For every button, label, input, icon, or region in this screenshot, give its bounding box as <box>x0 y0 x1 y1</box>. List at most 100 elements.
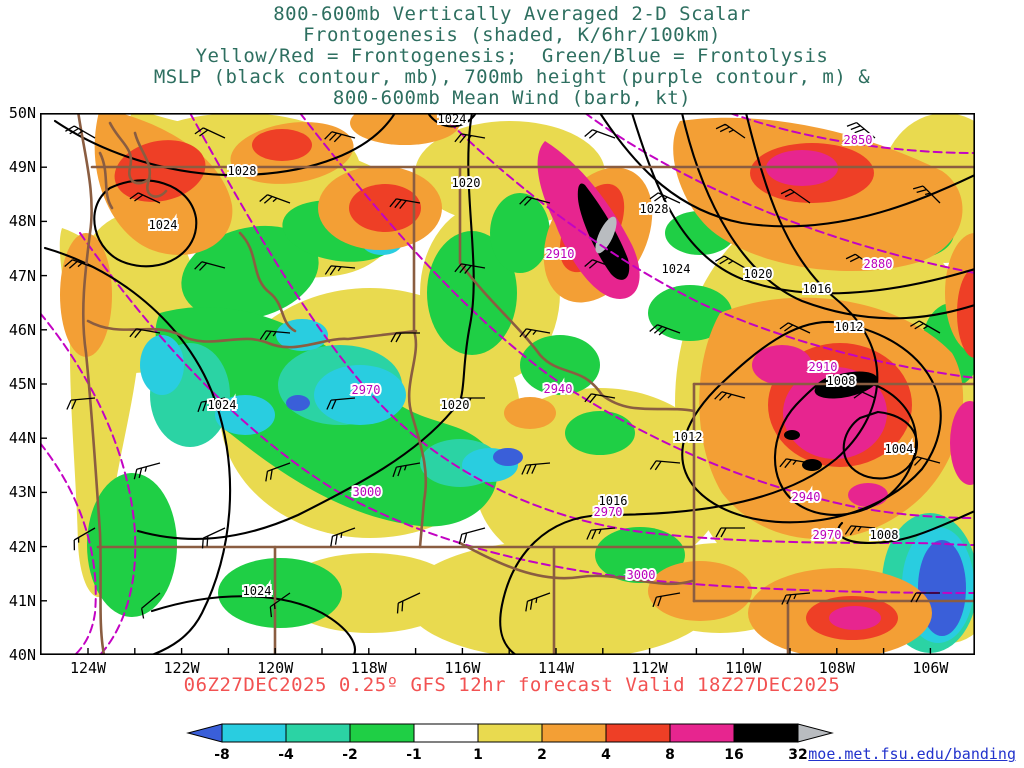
wind-barb <box>133 462 161 480</box>
mslp-contour-label: 1024 <box>438 113 467 126</box>
height-contours-shape <box>729 112 976 154</box>
forecast-valid-text: 06Z27DEC2025 0.25º GFS 12hr forecast Val… <box>183 674 841 696</box>
wind-barb <box>715 255 746 269</box>
mslp-contour-label: 1020 <box>744 267 773 281</box>
height-contour-label: 2970 <box>352 383 381 397</box>
frontogenesis-shading-shape <box>829 606 881 630</box>
lat-axis-label: 43N <box>8 483 36 502</box>
lon-axis-label: 106W <box>912 659 949 677</box>
frontogenesis-shading-shape <box>504 397 556 429</box>
wind-barb <box>197 397 226 413</box>
wind-barb <box>454 133 486 144</box>
source-link[interactable]: moe.met.fsu.edu/banding <box>808 745 1016 763</box>
state-borders-shape <box>407 329 428 549</box>
colorbar-tick-label: -8 <box>214 747 230 763</box>
height-contours-shape <box>39 442 97 656</box>
frontogenesis-shading-shape <box>87 473 177 617</box>
wind-barb <box>910 320 941 334</box>
wind-barb <box>66 397 96 410</box>
wind-barb <box>458 527 486 545</box>
mslp-contours-shape <box>630 111 977 295</box>
wind-barb <box>324 265 356 276</box>
wind-barb <box>525 592 551 612</box>
wind-barb <box>519 196 551 206</box>
wind-barb <box>780 188 811 204</box>
height-contour-label: 3000 <box>627 568 656 582</box>
wind-barb <box>586 527 616 540</box>
wind-barb <box>324 131 356 143</box>
lat-axis-label: 40N <box>8 646 36 664</box>
colorbar-segment <box>477 723 543 743</box>
wind-barb <box>846 121 876 139</box>
wind-barb <box>779 322 811 334</box>
frontogenesis-shading-shape <box>314 365 406 425</box>
wind-barb <box>330 527 356 547</box>
mslp-contour-label: 1028 <box>640 202 669 216</box>
mslp-contours-shape <box>53 111 397 177</box>
wind-barb <box>390 332 420 343</box>
lon-axis-label: 114W <box>537 659 575 677</box>
mslp-contours-shape <box>598 111 977 228</box>
colorbar-tick-label: 32 <box>788 747 807 763</box>
state-borders-shape <box>98 121 168 210</box>
wind-barb <box>909 456 941 466</box>
wind-barb <box>714 391 746 401</box>
height-contour-label: 2970 <box>594 505 623 519</box>
frontogenesis-shading-shape <box>286 395 310 411</box>
frontogenesis-shading-shape <box>140 335 184 395</box>
state-borders-shape <box>238 231 297 333</box>
wind-barb <box>129 192 161 204</box>
wind-barb <box>519 328 551 339</box>
wind-barb <box>73 527 96 551</box>
mslp-contour-label: 1008 <box>870 528 899 542</box>
wind-barb <box>65 125 96 139</box>
height-contours-shape <box>39 312 137 656</box>
mslp-contours-shape <box>426 111 478 128</box>
colorbar: -8 -4 -2 -1 1 2 4 8 16 32 <box>180 720 840 768</box>
colorbar-segment <box>285 723 351 743</box>
lon-axis-label: 108W <box>818 659 855 677</box>
wind-barb <box>129 328 161 339</box>
wind-barb <box>912 185 941 204</box>
wind-barb <box>844 387 876 399</box>
mslp-contour-label: 1012 <box>835 320 864 334</box>
mslp-contour-label: 1008 <box>827 374 856 388</box>
frontogenesis-shading-shape <box>475 388 725 578</box>
wind-barb <box>584 259 616 269</box>
title-line-1: 800-600mb Vertically Averaged 2-D Scalar <box>273 3 751 25</box>
colorbar-segment <box>413 723 479 743</box>
frontogenesis-shading-shape <box>648 285 732 341</box>
map-canvas: 1024 1028 1024 1024 1024 1020 1020 1028 1024 1020… <box>39 101 1010 660</box>
lat-axis-label: 45N <box>8 375 36 393</box>
state-borders-shape <box>458 165 696 413</box>
wind-barb <box>389 198 421 209</box>
wind-barb <box>649 192 681 204</box>
lon-axis-label: 118W <box>350 659 387 677</box>
wind-barb <box>455 397 485 408</box>
chart-title: 800-600mb Vertically Averaged 2-D Scalar… <box>0 4 1024 109</box>
colorbar-right-arrow <box>797 723 834 743</box>
frontogenesis-shading-shape <box>490 193 550 273</box>
frontogenesis-shading-shape <box>349 184 421 232</box>
title-line-3: Yellow/Red = Frontogenesis; Green/Blue =… <box>195 45 829 67</box>
mslp-contours-shape <box>680 111 977 320</box>
mslp-contour-label: 1012 <box>674 430 703 444</box>
frontogenesis-shading-shape <box>60 233 112 357</box>
height-contour-label: 2910 <box>546 247 575 261</box>
lon-axis-label: 124W <box>69 659 107 677</box>
mslp-contours-shape <box>837 509 977 545</box>
wind-barb <box>715 527 745 538</box>
wind-barb <box>652 592 681 608</box>
state-borders-shape <box>76 109 106 657</box>
wind-barb <box>649 324 681 336</box>
state-borders-layer <box>76 109 977 657</box>
mslp-contour-label: 1020 <box>441 398 470 412</box>
mslp-contour-label: 1004 <box>885 442 914 456</box>
frontogenesis-shading-shape <box>648 561 752 621</box>
wind-barb <box>584 393 616 404</box>
wind-barbs-layer <box>64 121 941 619</box>
colorbar-tick-label: 4 <box>601 747 611 763</box>
colorbar-tick-label: 8 <box>665 747 675 763</box>
lon-axis-label: 122W <box>163 659 200 677</box>
mslp-contour-label: 1028 <box>228 164 257 178</box>
